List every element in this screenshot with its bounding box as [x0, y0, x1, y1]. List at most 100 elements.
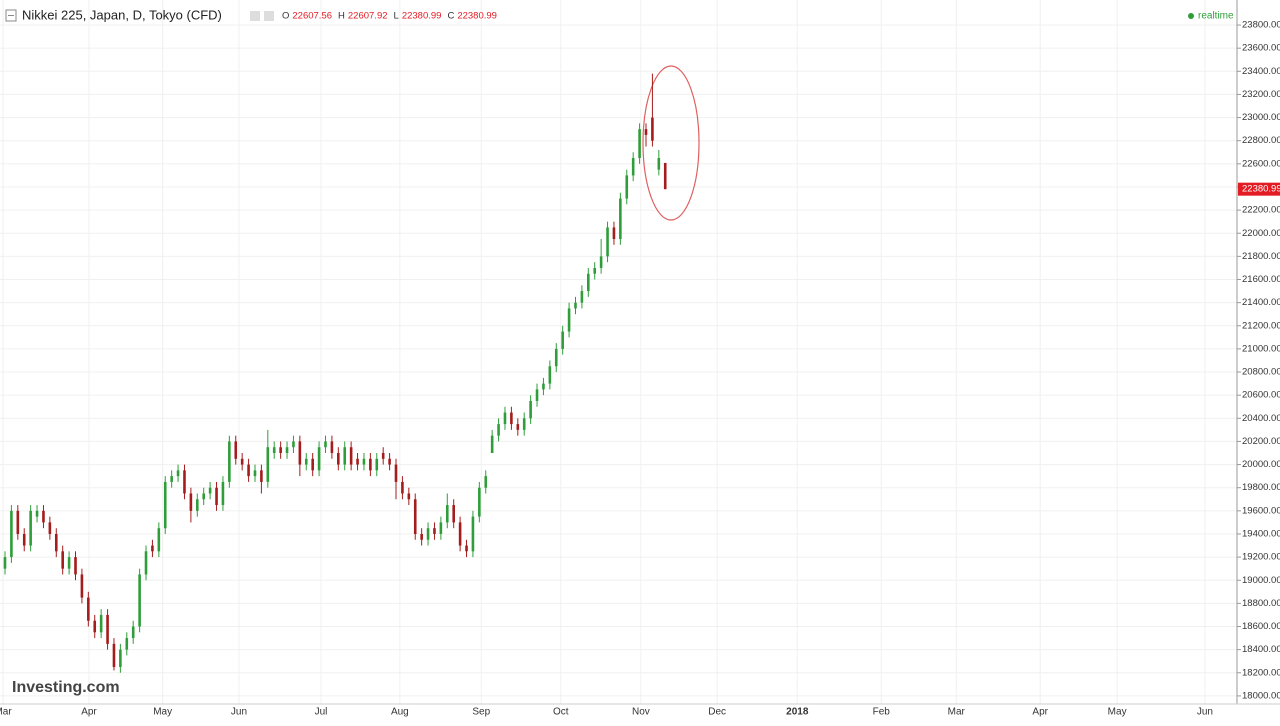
candle-body [369, 458, 372, 471]
candle-body [631, 158, 635, 176]
candle-body [612, 227, 616, 240]
candle-body [61, 551, 64, 569]
candle-body [606, 227, 609, 257]
y-tick-label: 21200.00 [1242, 320, 1280, 331]
y-tick-label: 23000.00 [1242, 112, 1280, 123]
candle-body [471, 516, 475, 552]
y-tick-label: 19800.00 [1242, 482, 1280, 493]
candle-body [131, 626, 135, 639]
candle-body [657, 158, 661, 170]
candle-body [567, 308, 571, 332]
candle-body [298, 441, 302, 465]
ohlc-value: 22380.99 [402, 11, 442, 22]
candle-body [503, 412, 507, 425]
y-tick-label: 21600.00 [1242, 274, 1280, 285]
x-tick-label: Apr [81, 707, 97, 718]
y-tick-label: 18200.00 [1242, 667, 1280, 678]
candle-body [215, 487, 218, 506]
candle-body [221, 481, 225, 506]
settings-icon[interactable] [264, 11, 274, 21]
candle-body [593, 267, 597, 274]
candle-body [478, 487, 481, 517]
collapse-icon[interactable] [5, 9, 17, 22]
candle-body [548, 366, 552, 384]
candle-body [535, 389, 539, 401]
candle-body [439, 522, 443, 534]
x-tick-label: Mar [948, 707, 966, 718]
ohlc-value: 22607.56 [292, 11, 332, 22]
candle-body [163, 481, 167, 529]
x-tick-label: May [153, 707, 172, 718]
y-tick-label: 20800.00 [1242, 367, 1280, 378]
candle-body [484, 476, 488, 488]
candle-body [279, 447, 282, 454]
candle-body [426, 528, 430, 540]
y-tick-label: 20200.00 [1242, 436, 1280, 447]
candle-body [93, 620, 97, 633]
candle-body [3, 557, 7, 569]
candle-body [208, 487, 212, 494]
candle-body [561, 331, 564, 349]
candle-body [381, 453, 385, 459]
ohlc-label: L [394, 11, 399, 22]
y-tick-label: 23200.00 [1242, 89, 1280, 100]
candle-body [458, 522, 462, 546]
candle-body [253, 470, 257, 477]
candle-body [587, 273, 590, 292]
y-tick-label: 20400.00 [1242, 413, 1280, 424]
candle-body [119, 649, 122, 667]
candle-body [529, 400, 532, 419]
y-tick-label: 22000.00 [1242, 228, 1280, 239]
candle-body [407, 493, 411, 500]
candle-body [247, 464, 250, 477]
candle-body [138, 574, 141, 627]
candle-body [189, 493, 193, 511]
brand-logo: Investing.com [12, 679, 120, 696]
x-tick-label: 2018 [786, 707, 809, 718]
last-price-tag [1238, 182, 1280, 196]
candle-body [266, 447, 270, 482]
x-tick-label: Mar [0, 707, 12, 718]
candle-body [234, 441, 238, 459]
candle-body [16, 510, 20, 534]
candle-body [362, 458, 366, 465]
candle-body [388, 458, 391, 465]
settings-icon[interactable] [250, 11, 260, 21]
candle-body [202, 493, 206, 500]
candle-body [619, 198, 622, 240]
candle-body [29, 510, 32, 546]
x-tick-label: Sep [472, 707, 490, 718]
candle-body [292, 441, 295, 448]
x-tick-label: May [1108, 707, 1127, 718]
candle-body [420, 533, 423, 540]
candle-body [22, 533, 26, 546]
candle-body [330, 441, 334, 454]
candle-body [106, 614, 109, 644]
candle-body [183, 470, 186, 494]
y-tick-label: 21000.00 [1242, 343, 1280, 354]
annotation-circle [642, 65, 700, 221]
candle-body [125, 638, 129, 650]
candle-body [176, 470, 180, 477]
x-tick-label: Aug [391, 707, 409, 718]
ohlc-label: C [447, 11, 454, 22]
y-tick-label: 18000.00 [1242, 690, 1280, 701]
candle-body [651, 117, 654, 141]
candle-body [522, 418, 526, 430]
ohlc-header: O 22607.56 H 22607.92 L 22380.99 C 22380.99 [282, 11, 497, 22]
x-tick-label: Dec [708, 707, 726, 718]
candle-body [170, 476, 173, 482]
candle-body [638, 129, 641, 159]
y-tick-label: 19400.00 [1242, 528, 1280, 539]
candle-body [497, 424, 500, 436]
y-tick-label: 23600.00 [1242, 43, 1280, 54]
candle-body [375, 458, 379, 471]
y-tick-label: 20000.00 [1242, 459, 1280, 470]
x-tick-label: Apr [1032, 707, 1048, 718]
candle-body [260, 470, 263, 482]
x-tick-label: Nov [632, 707, 650, 718]
candle-body [349, 447, 353, 465]
candle-body [516, 424, 520, 430]
y-tick-label: 22800.00 [1242, 135, 1280, 146]
candle-body [99, 614, 103, 633]
